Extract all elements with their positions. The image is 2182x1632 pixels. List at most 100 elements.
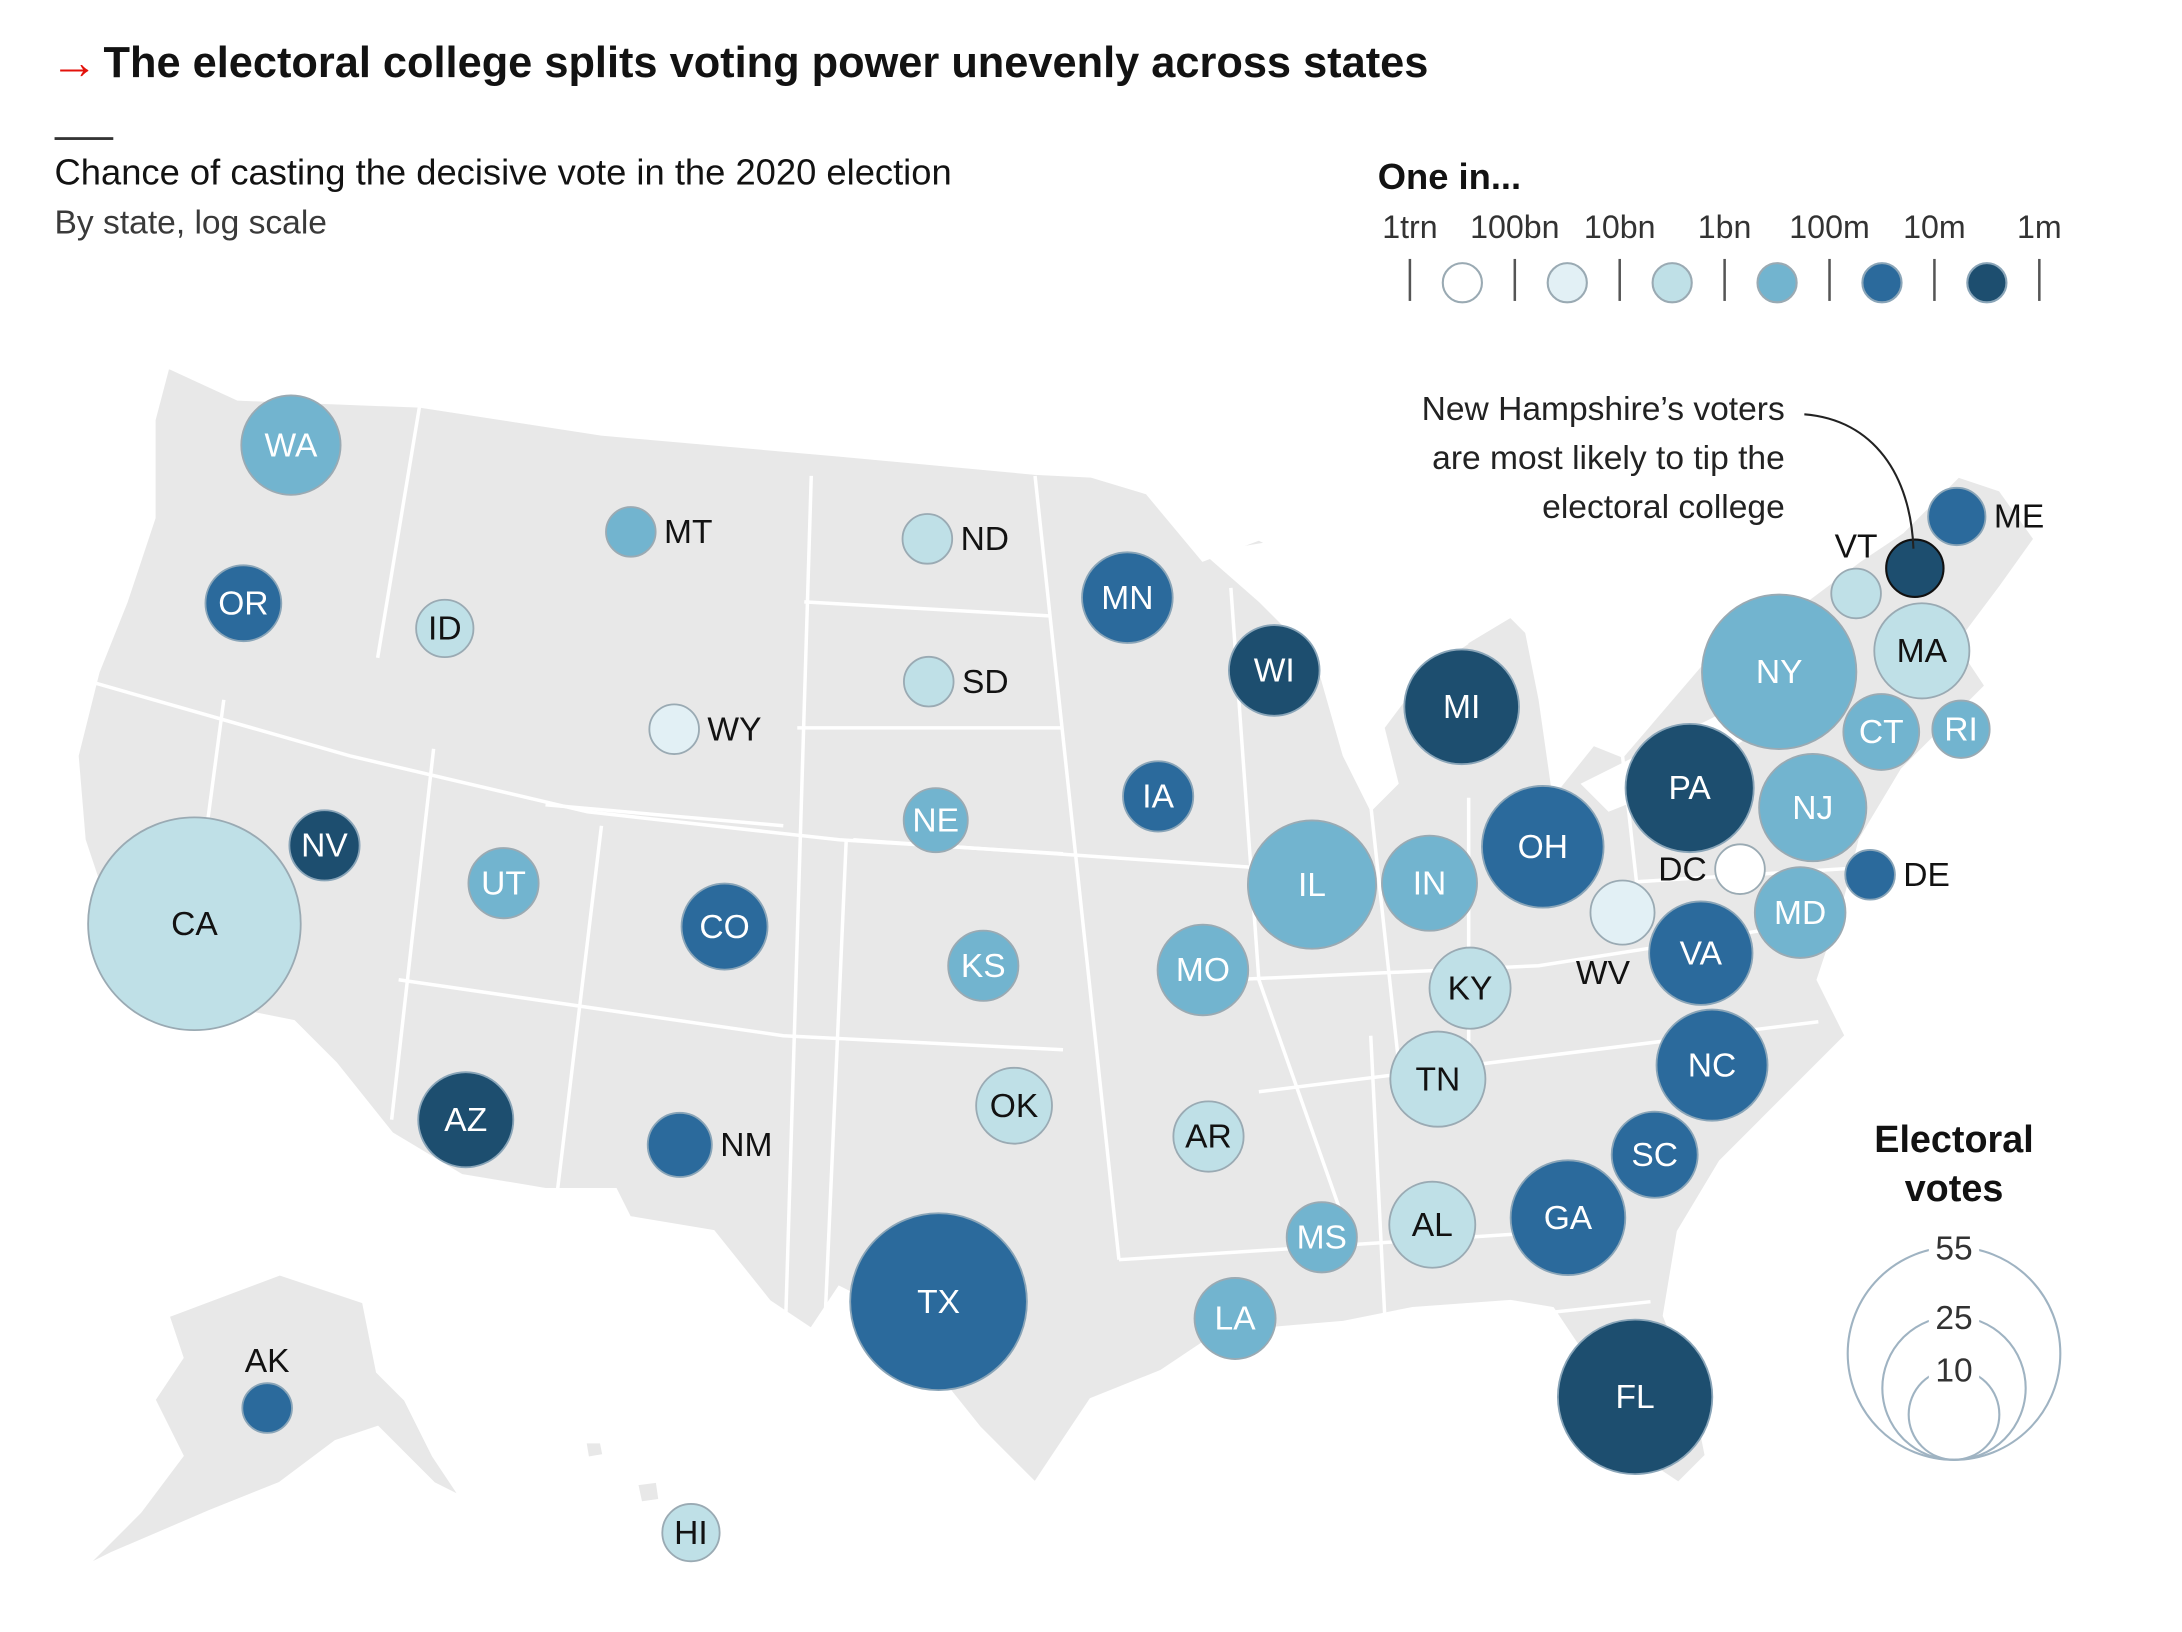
state-label: SD [962, 664, 1009, 701]
state-bubble-nc: NC [1655, 1008, 1769, 1122]
bubble-circle [1624, 722, 1755, 854]
bubble-circle [1428, 946, 1512, 1030]
state-label: MI [1443, 689, 1480, 726]
bubble-circle [1844, 849, 1896, 901]
bubble-circle [87, 816, 302, 1032]
state-label: DC [1658, 851, 1706, 888]
state-label: OR [218, 585, 268, 622]
state-bubble-ut: UT [467, 847, 540, 920]
bubble-circle [1931, 699, 1991, 759]
state-bubble-sd: SD [903, 655, 1009, 708]
state-label: TX [917, 1284, 960, 1321]
color-legend-swatch [1546, 262, 1588, 304]
state-label: ID [428, 611, 462, 648]
state-bubble-la: LA [1193, 1276, 1277, 1360]
state-label: WA [265, 427, 318, 464]
size-legend-label-bg [1928, 1352, 1980, 1386]
bubble-circle [1701, 593, 1858, 750]
state-label: RI [1944, 711, 1978, 748]
state-label: AL [1412, 1207, 1453, 1244]
bubble-circle [1381, 834, 1478, 932]
state-label: LA [1215, 1301, 1257, 1338]
size-legend-title-1: Electoral [1874, 1119, 2033, 1161]
bubble-circle [605, 506, 657, 558]
bubble-circle [1610, 1110, 1699, 1199]
state-label: OH [1518, 829, 1568, 866]
state-label: MS [1297, 1219, 1347, 1256]
bubble-circle [288, 809, 361, 882]
bubble-circle [467, 847, 540, 920]
state-bubble-oh: OH [1481, 785, 1605, 909]
color-legend: One in... 1trn 100bn 10bn 1bn 100m 10m 1m [1378, 156, 2062, 304]
annotation-line-1: New Hampshire’s voters [1422, 391, 1785, 428]
state-bubble-pa: PA [1624, 722, 1755, 854]
state-bubble-sc: SC [1610, 1110, 1699, 1199]
state-bubble-id: ID [415, 598, 475, 659]
color-legend-tick-label: 100m [1789, 209, 1869, 245]
bubble-circle [1648, 900, 1754, 1006]
state-label: MD [1774, 895, 1826, 932]
state-bubble-va: VA [1648, 900, 1754, 1006]
state-label: WI [1254, 653, 1295, 690]
state-label: NM [720, 1127, 772, 1164]
bubble-circle [204, 564, 283, 643]
bubble-circle [1403, 648, 1520, 766]
state-bubble-wa: WA [240, 394, 342, 496]
bubble-circle [1830, 567, 1882, 620]
state-bubble-co: CO [680, 882, 769, 971]
state-bubble-dc: DC [1658, 843, 1766, 895]
bubble-circle [1481, 785, 1605, 909]
chart-note: By state, log scale [55, 205, 327, 242]
state-label: CA [171, 906, 218, 943]
state-label: GA [1544, 1200, 1593, 1237]
bubble-circle [901, 513, 954, 565]
bubble-circle [1927, 486, 1987, 547]
bubble-circle [1885, 538, 1945, 598]
state-label: VA [1680, 935, 1723, 972]
state-bubble-al: AL [1388, 1180, 1477, 1269]
state-label: AZ [444, 1102, 487, 1139]
state-bubble-nj: NJ [1758, 753, 1868, 863]
state-bubble-ks: KS [947, 929, 1020, 1002]
color-legend-tick-label: 10bn [1584, 209, 1656, 245]
color-legend-swatch [1756, 262, 1798, 304]
state-bubble-ny: NY [1701, 593, 1858, 750]
bubble-circle [902, 787, 969, 854]
annotation-leader-line [1804, 413, 1915, 549]
state-bubble-ca: CA [87, 816, 302, 1032]
bubble-circle [661, 1503, 721, 1563]
state-label: DE [1903, 857, 1950, 894]
state-bubble-ak: AK [241, 1343, 293, 1434]
state-bubble-nd: ND [901, 513, 1009, 565]
bubble-circle [1285, 1201, 1358, 1274]
state-label: KS [961, 948, 1006, 985]
bubble-circle [1193, 1276, 1277, 1360]
state-bubble-wy: WY [648, 703, 761, 755]
bubble-circle [1873, 602, 1971, 700]
color-legend-tick-label: 100bn [1470, 209, 1559, 245]
bubble-circle [1557, 1318, 1714, 1476]
bubble-circle [903, 655, 955, 708]
state-label: UT [481, 865, 526, 902]
bubble-circle [1388, 1180, 1477, 1269]
state-label: NV [301, 828, 348, 865]
bubble-circle [1589, 879, 1656, 946]
size-legend: Electoral votes 55 25 10 [1846, 1119, 2062, 1461]
state-label: NC [1688, 1047, 1736, 1084]
size-legend-label: 10 [1935, 1353, 1972, 1390]
nh-annotation: New Hampshire’s voters are most likely t… [1422, 391, 1915, 549]
great-lakes [1202, 531, 1763, 812]
state-bubble-nh [1885, 538, 1945, 598]
state-bubble-wi: WI [1227, 624, 1321, 717]
bubble-circle [648, 703, 700, 755]
state-bubble-nm: NM [646, 1111, 772, 1178]
state-label: IL [1298, 867, 1326, 904]
state-bubbles: WA OR CA NV ID MT WY UT AZ CO NM ND SD NE KS OK TX MN IA MO… [87, 394, 2044, 1563]
state-bubble-az: AZ [417, 1071, 515, 1169]
bubble-circle [1655, 1008, 1769, 1122]
state-bubble-in: IN [1381, 834, 1478, 932]
bubble-circle [1081, 551, 1174, 644]
color-legend-swatch [1651, 262, 1693, 304]
state-bubble-ok: OK [975, 1066, 1053, 1145]
